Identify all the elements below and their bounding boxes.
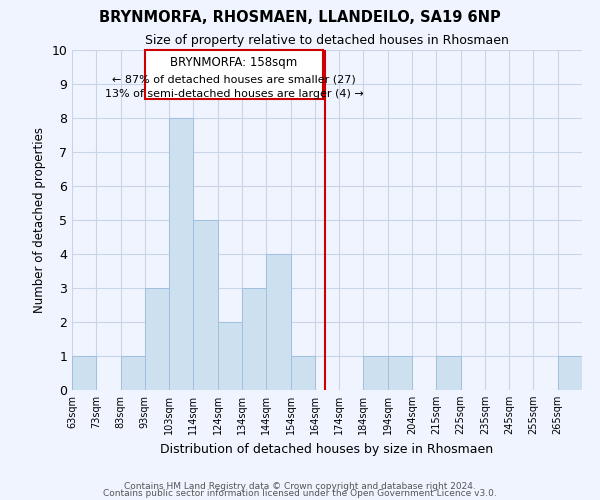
Bar: [290, 356, 315, 390]
Bar: [218, 322, 242, 390]
Text: Contains HM Land Registry data © Crown copyright and database right 2024.: Contains HM Land Registry data © Crown c…: [124, 482, 476, 491]
Bar: [388, 356, 412, 390]
Text: Contains public sector information licensed under the Open Government Licence v3: Contains public sector information licen…: [103, 490, 497, 498]
Bar: [364, 356, 388, 390]
Bar: [242, 288, 266, 390]
Title: Size of property relative to detached houses in Rhosmaen: Size of property relative to detached ho…: [145, 34, 509, 48]
Text: 13% of semi-detached houses are larger (4) →: 13% of semi-detached houses are larger (…: [105, 88, 364, 99]
Bar: [169, 118, 193, 390]
Text: BRYNMORFA: 158sqm: BRYNMORFA: 158sqm: [170, 56, 298, 70]
Text: BRYNMORFA, RHOSMAEN, LLANDEILO, SA19 6NP: BRYNMORFA, RHOSMAEN, LLANDEILO, SA19 6NP: [99, 10, 501, 25]
Text: ← 87% of detached houses are smaller (27): ← 87% of detached houses are smaller (27…: [112, 75, 356, 85]
Bar: [193, 220, 218, 390]
Bar: [436, 356, 461, 390]
X-axis label: Distribution of detached houses by size in Rhosmaen: Distribution of detached houses by size …: [160, 442, 494, 456]
Y-axis label: Number of detached properties: Number of detached properties: [33, 127, 46, 313]
Bar: [121, 356, 145, 390]
Bar: [558, 356, 582, 390]
Bar: [145, 288, 169, 390]
Bar: [266, 254, 290, 390]
FancyBboxPatch shape: [145, 50, 323, 100]
Bar: [72, 356, 96, 390]
